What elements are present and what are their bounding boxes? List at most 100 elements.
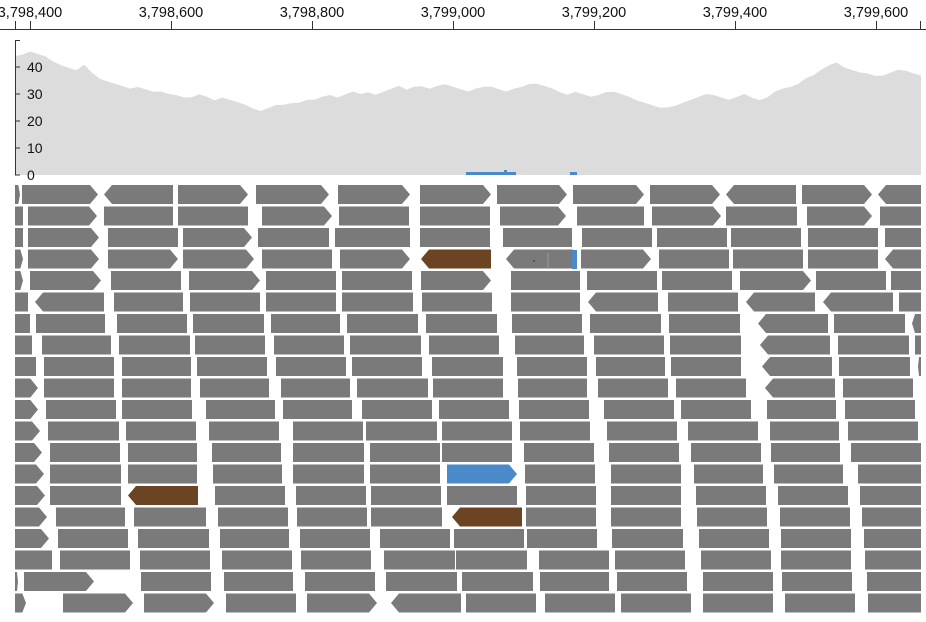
aligned-read[interactable]	[44, 378, 114, 398]
aligned-read[interactable]	[212, 443, 281, 462]
aligned-read[interactable]	[178, 185, 248, 204]
aligned-read[interactable]	[891, 271, 921, 290]
aligned-read[interactable]	[823, 292, 893, 312]
aligned-read[interactable]	[839, 357, 910, 376]
aligned-read[interactable]	[588, 292, 658, 312]
aligned-read[interactable]	[200, 378, 269, 398]
aligned-read[interactable]	[662, 271, 732, 290]
aligned-read[interactable]	[371, 507, 442, 527]
aligned-read[interactable]	[885, 249, 921, 269]
aligned-read[interactable]	[420, 228, 490, 247]
aligned-read[interactable]	[594, 335, 664, 355]
aligned-read[interactable]	[111, 271, 181, 290]
aligned-read[interactable]	[899, 292, 921, 312]
aligned-read[interactable]	[454, 529, 524, 548]
aligned-read[interactable]	[785, 593, 855, 613]
aligned-read[interactable]	[668, 292, 738, 312]
aligned-read[interactable]	[611, 486, 681, 505]
aligned-read[interactable]	[429, 335, 499, 355]
aligned-read[interactable]	[386, 572, 457, 591]
aligned-read[interactable]	[190, 292, 260, 312]
alignment-reads-track[interactable]	[0, 182, 926, 622]
aligned-read[interactable]	[782, 572, 852, 591]
aligned-read[interactable]	[731, 228, 801, 247]
aligned-read[interactable]	[183, 249, 254, 269]
aligned-read[interactable]	[860, 486, 921, 505]
aligned-read[interactable]	[703, 572, 773, 591]
aligned-read[interactable]	[770, 421, 839, 441]
aligned-read[interactable]	[138, 529, 209, 548]
aligned-read[interactable]	[865, 550, 921, 570]
aligned-read[interactable]	[864, 529, 921, 548]
aligned-read[interactable]	[178, 206, 248, 226]
aligned-read[interactable]	[48, 421, 119, 441]
aligned-read[interactable]	[22, 185, 98, 204]
aligned-read[interactable]	[28, 249, 99, 269]
aligned-read[interactable]	[688, 421, 758, 441]
aligned-read[interactable]	[28, 206, 97, 226]
aligned-read[interactable]	[845, 400, 915, 419]
aligned-read[interactable]	[15, 206, 23, 226]
aligned-read[interactable]	[24, 572, 94, 591]
aligned-read[interactable]	[587, 271, 657, 290]
aligned-read[interactable]	[15, 550, 52, 570]
aligned-read[interactable]	[540, 572, 609, 591]
aligned-read[interactable]	[615, 550, 685, 570]
aligned-read[interactable]	[607, 421, 677, 441]
aligned-read[interactable]	[15, 593, 26, 613]
aligned-read[interactable]	[42, 335, 111, 355]
aligned-read[interactable]	[134, 507, 206, 527]
aligned-read[interactable]	[15, 271, 23, 290]
aligned-read[interactable]	[421, 271, 491, 290]
aligned-read[interactable]	[781, 550, 851, 570]
aligned-read[interactable]	[15, 400, 38, 419]
aligned-read[interactable]	[15, 292, 28, 312]
aligned-read[interactable]	[518, 378, 587, 398]
aligned-read[interactable]	[44, 357, 114, 376]
aligned-read[interactable]	[140, 550, 210, 570]
aligned-read[interactable]	[347, 314, 418, 333]
aligned-read[interactable]	[420, 185, 491, 204]
aligned-read[interactable]	[15, 421, 40, 441]
aligned-read[interactable]	[652, 206, 721, 226]
aligned-read[interactable]	[526, 507, 596, 527]
aligned-read[interactable]	[452, 507, 522, 527]
aligned-read[interactable]	[701, 550, 771, 570]
aligned-read[interactable]	[56, 507, 125, 527]
aligned-read[interactable]	[426, 314, 497, 333]
aligned-read[interactable]	[681, 400, 751, 419]
aligned-read[interactable]	[215, 486, 285, 505]
aligned-read[interactable]	[30, 271, 101, 290]
aligned-read[interactable]	[858, 464, 921, 484]
aligned-read[interactable]	[867, 572, 921, 591]
aligned-read[interactable]	[128, 464, 197, 484]
aligned-read[interactable]	[511, 271, 580, 290]
aligned-read[interactable]	[141, 572, 211, 591]
aligned-read[interactable]	[816, 271, 886, 290]
aligned-read[interactable]	[391, 593, 461, 613]
aligned-read[interactable]	[918, 357, 921, 376]
aligned-read[interactable]	[50, 464, 121, 484]
aligned-read[interactable]	[15, 249, 23, 269]
aligned-read[interactable]	[293, 464, 364, 484]
aligned-read[interactable]	[733, 249, 803, 269]
aligned-read[interactable]	[778, 486, 848, 505]
aligned-read[interactable]	[335, 228, 410, 247]
aligned-read[interactable]	[439, 400, 509, 419]
aligned-read[interactable]	[780, 507, 850, 527]
aligned-read[interactable]	[340, 249, 410, 269]
aligned-read[interactable]	[447, 464, 517, 484]
aligned-read[interactable]	[226, 593, 296, 613]
aligned-read[interactable]	[669, 314, 740, 333]
aligned-read[interactable]	[46, 400, 116, 419]
aligned-read[interactable]	[144, 593, 214, 613]
aligned-read[interactable]	[28, 228, 99, 247]
aligned-read[interactable]	[15, 443, 42, 462]
aligned-read[interactable]	[370, 464, 440, 484]
aligned-read[interactable]	[262, 206, 332, 226]
aligned-read[interactable]	[758, 314, 828, 333]
aligned-read[interactable]	[266, 271, 336, 290]
aligned-read[interactable]	[15, 486, 45, 505]
aligned-read[interactable]	[609, 443, 679, 462]
aligned-read[interactable]	[696, 486, 766, 505]
